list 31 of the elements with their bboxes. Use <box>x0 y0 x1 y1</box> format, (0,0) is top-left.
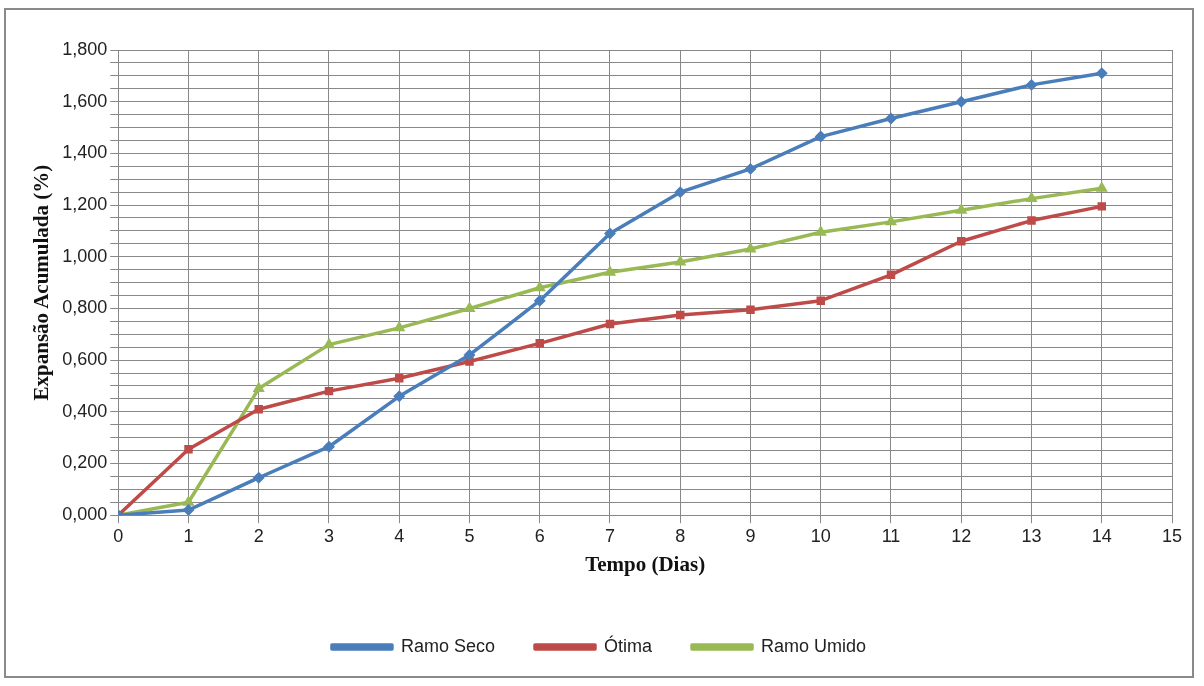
y-axis-title: Expansão Acumulada (%) <box>29 164 54 401</box>
y-tick-label: 1,600 <box>62 90 108 111</box>
y-tick-label: 0,800 <box>62 297 108 318</box>
x-tick-label: 4 <box>394 525 405 546</box>
x-tick-label: 2 <box>253 525 264 546</box>
y-tick-label: 1,800 <box>62 38 108 59</box>
y-tick-label: 0,400 <box>62 400 108 421</box>
x-tick-label: 7 <box>604 525 615 546</box>
y-tick-label: 0,000 <box>62 504 108 525</box>
x-tick-label: 12 <box>951 525 972 546</box>
x-tick-label: 13 <box>1021 525 1042 546</box>
x-tick-label: 1 <box>183 525 194 546</box>
x-tick-label: 6 <box>534 525 545 546</box>
x-tick-label: 3 <box>323 525 334 546</box>
x-tick-label: 10 <box>810 525 831 546</box>
x-axis-title: Tempo (Dias) <box>585 551 706 576</box>
x-tick-label: 0 <box>113 525 124 546</box>
y-tick-label: 1,000 <box>62 245 108 266</box>
legend-label: Ótima <box>604 634 653 656</box>
legend-label: Ramo Umido <box>761 635 867 656</box>
x-tick-label: 9 <box>745 525 756 546</box>
x-tick-label: 11 <box>881 525 901 546</box>
legend-label: Ramo Seco <box>400 635 496 656</box>
x-tick-label: 15 <box>1161 525 1183 546</box>
y-tick-label: 1,200 <box>62 194 108 215</box>
y-tick-label: 0,200 <box>62 452 108 473</box>
y-tick-label: 1,400 <box>62 142 108 163</box>
x-tick-label: 8 <box>675 525 686 546</box>
x-tick-label: 5 <box>464 525 475 546</box>
y-tick-label: 0,600 <box>62 349 108 370</box>
x-tick-label: 14 <box>1091 525 1112 546</box>
